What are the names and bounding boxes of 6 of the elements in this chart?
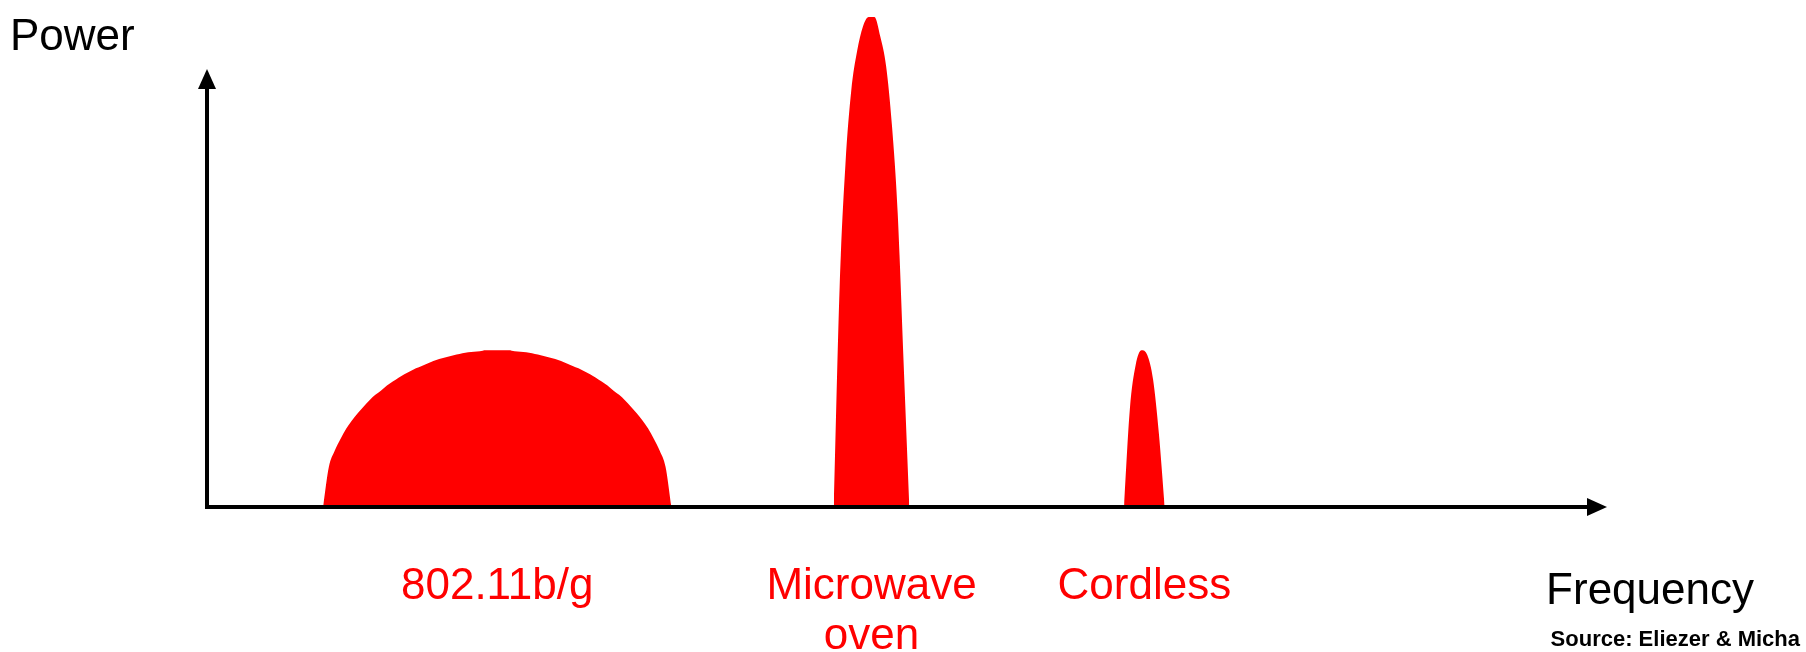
series-label: Cordless	[1057, 559, 1232, 608]
x-axis-title: Frequency	[1546, 564, 1754, 613]
y-axis-title: Power	[10, 10, 135, 59]
series-label: 802.11b/g	[400, 559, 594, 608]
series-label: Microwave oven	[766, 559, 977, 652]
source-note: Source: Eliezer & Micha	[1550, 626, 1801, 651]
